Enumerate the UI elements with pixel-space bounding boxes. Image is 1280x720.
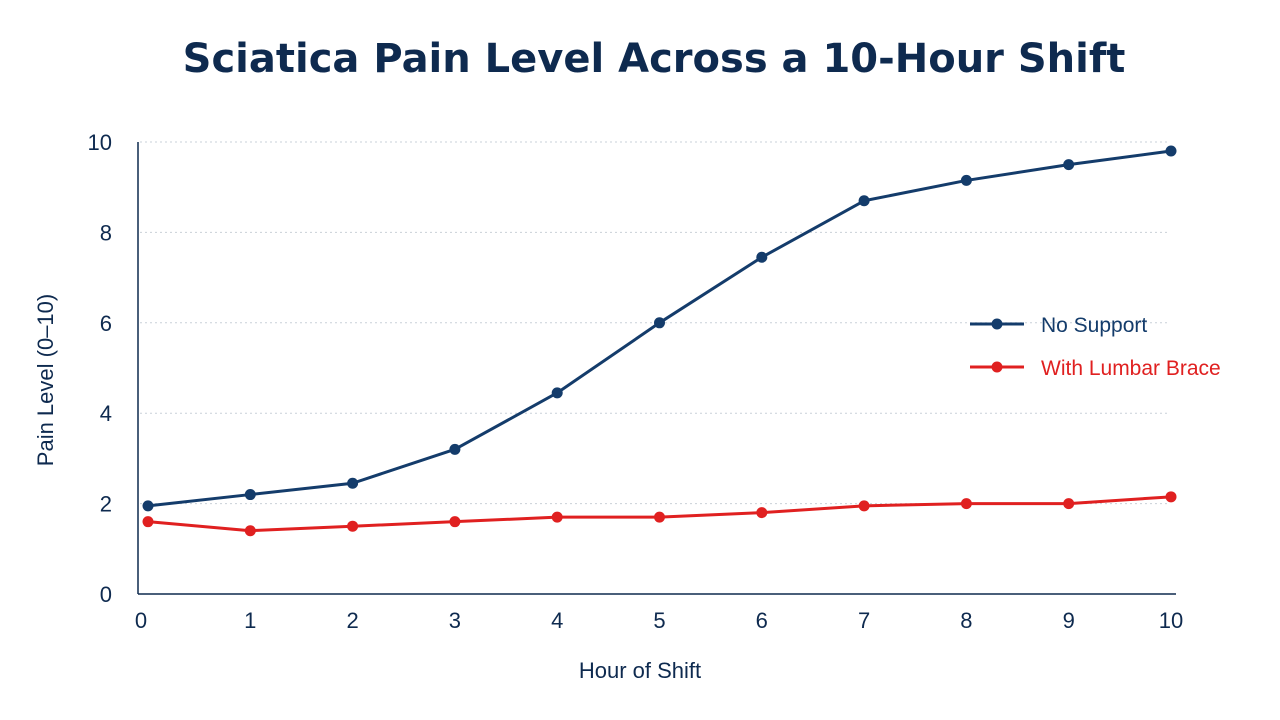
x-tick-label: 6 bbox=[756, 608, 768, 633]
legend: No Support With Lumbar Brace bbox=[970, 314, 1221, 380]
series-line-no-support bbox=[146, 149, 1173, 508]
x-tick-label: 3 bbox=[449, 608, 461, 633]
data-point-with-lumbar-brace bbox=[244, 525, 256, 537]
data-point-no-support bbox=[551, 387, 563, 399]
y-tick-label: 4 bbox=[100, 401, 112, 426]
x-tick-label: 2 bbox=[346, 608, 358, 633]
y-tick-labels: 0 2 4 6 8 10 bbox=[88, 130, 112, 607]
x-tick-label: 7 bbox=[858, 608, 870, 633]
data-point-no-support bbox=[347, 477, 359, 489]
x-tick-label: 4 bbox=[551, 608, 563, 633]
legend-marker-with-lumbar-brace bbox=[991, 361, 1003, 373]
data-point-with-lumbar-brace bbox=[858, 500, 870, 512]
data-point-with-lumbar-brace bbox=[142, 516, 154, 528]
y-tick-label: 10 bbox=[88, 130, 112, 155]
data-point-no-support bbox=[858, 195, 870, 207]
data-point-no-support bbox=[449, 443, 461, 455]
data-point-no-support bbox=[142, 500, 154, 512]
y-axis-label: Pain Level (0–10) bbox=[33, 294, 58, 466]
data-point-with-lumbar-brace bbox=[347, 520, 359, 532]
data-point-no-support bbox=[1063, 159, 1075, 171]
x-tick-label: 5 bbox=[653, 608, 665, 633]
data-point-with-lumbar-brace bbox=[449, 516, 461, 528]
data-point-no-support bbox=[654, 317, 665, 329]
data-point-with-lumbar-brace bbox=[1165, 491, 1177, 503]
data-point-with-lumbar-brace bbox=[756, 507, 768, 519]
data-point-no-support bbox=[960, 174, 972, 186]
data-point-with-lumbar-brace bbox=[1063, 498, 1075, 510]
y-tick-label: 0 bbox=[100, 582, 112, 607]
x-tick-label: 9 bbox=[1063, 608, 1075, 633]
x-tick-label: 8 bbox=[960, 608, 972, 633]
x-tick-labels: 0 1 2 3 4 5 6 7 8 9 10 bbox=[135, 608, 1183, 633]
legend-item-with-lumbar-brace: With Lumbar Brace bbox=[970, 357, 1221, 380]
data-point-with-lumbar-brace bbox=[654, 511, 665, 523]
legend-label-with-lumbar-brace: With Lumbar Brace bbox=[1041, 357, 1221, 380]
chart-title: Sciatica Pain Level Across a 10-Hour Shi… bbox=[183, 36, 1126, 82]
y-tick-label: 6 bbox=[100, 311, 112, 336]
data-point-with-lumbar-brace bbox=[960, 498, 972, 510]
data-point-no-support bbox=[244, 489, 256, 501]
legend-marker-no-support bbox=[991, 318, 1003, 330]
y-tick-label: 2 bbox=[100, 492, 112, 517]
data-point-no-support bbox=[1165, 145, 1177, 157]
x-tick-label: 0 bbox=[135, 608, 147, 633]
legend-label-no-support: No Support bbox=[1041, 314, 1147, 337]
data-point-no-support bbox=[756, 251, 768, 263]
x-tick-label: 10 bbox=[1159, 608, 1183, 633]
data-point-with-lumbar-brace bbox=[551, 511, 563, 523]
x-tick-label: 1 bbox=[244, 608, 256, 633]
legend-item-no-support: No Support bbox=[970, 314, 1147, 337]
y-tick-label: 8 bbox=[100, 220, 112, 245]
series-lines bbox=[142, 145, 1177, 537]
x-axis-label: Hour of Shift bbox=[579, 658, 701, 683]
